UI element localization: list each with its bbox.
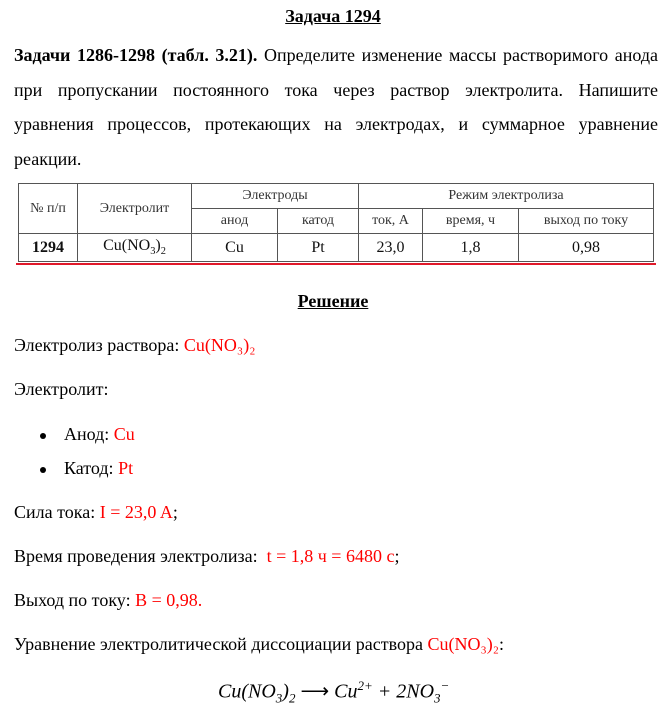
task-range: Задачи 1286-1298 (табл. 3.21). (14, 45, 258, 65)
header-electrodes: Электроды (191, 183, 359, 209)
cell-anode: Cu (191, 233, 278, 262)
time-line: Время проведения электролиза: t = 1,8 ч … (14, 546, 400, 566)
cell-time: 1,8 (422, 233, 519, 262)
cell-yield: 0,98 (518, 233, 654, 262)
dissociation-line: Уравнение электролитической диссоциации … (14, 634, 505, 654)
solution-title: Решение (297, 291, 369, 311)
header-time: время, ч (422, 208, 519, 234)
current-line: Сила тока: I = 23,0 A; (14, 502, 178, 522)
bullet-icon (40, 432, 46, 439)
table-underline (16, 263, 656, 265)
electrolysis-line: Электролиз раствора: Cu(NO₃)₂ (14, 335, 256, 355)
header-mode: Режим электролиза (358, 183, 654, 209)
bullet-icon (40, 466, 46, 473)
cell-electrolyte: Cu(NO3)2 (77, 233, 192, 262)
header-electrolyte: Электролит (77, 183, 192, 234)
task-data-table: № п/п Электролит Электроды Режим электро… (18, 183, 654, 262)
header-current: ток, А (358, 208, 423, 234)
electrolyte-line: Электролит: (14, 379, 109, 399)
task-title: Задача 1294 (285, 6, 381, 26)
anode-bullet: Анод: Cu (40, 424, 135, 445)
cell-current: 23,0 (358, 233, 423, 262)
header-cathode: катод (277, 208, 359, 234)
header-num: № п/п (18, 183, 78, 234)
task-text: Определите изменение массы растворимого … (14, 45, 658, 169)
cathode-bullet: Катод: Pt (40, 458, 133, 479)
header-anode: анод (191, 208, 278, 234)
header-yield: выход по току (518, 208, 654, 234)
cell-num: 1294 (18, 233, 78, 262)
task-statement: Задачи 1286-1298 (табл. 3.21). Определит… (14, 38, 658, 176)
table-row: 1294 Cu(NO3)2 Cu Pt 23,0 1,8 0,98 (18, 233, 654, 262)
cell-cathode: Pt (277, 233, 359, 262)
dissociation-equation: Cu(NO3)2 ⟶ Cu2+ + 2NO3− (218, 678, 450, 706)
yield-line: Выход по току: В = 0,98. (14, 590, 203, 610)
